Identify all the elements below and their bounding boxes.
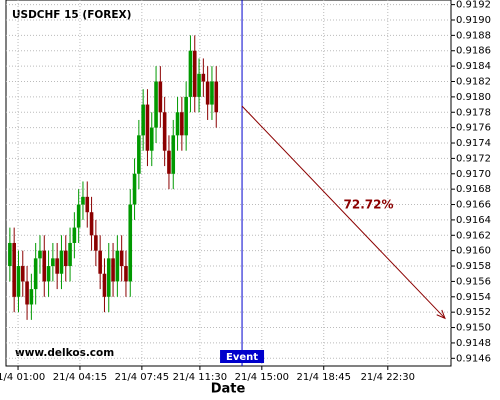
y-tick-label: 0.9172 — [456, 153, 491, 164]
candle-body — [51, 258, 55, 267]
forecast-arrow — [241, 105, 446, 319]
x-axis-label: Date — [211, 382, 246, 397]
y-tick-label: 0.9148 — [456, 338, 491, 349]
y-tick-label: 0.9182 — [456, 77, 491, 88]
y-tick-label: 0.9160 — [456, 246, 491, 257]
y-tick-label: 0.9166 — [456, 200, 491, 211]
candle-body — [192, 50, 197, 97]
candle-body — [76, 204, 81, 228]
chart-title: USDCHF 15 (FOREX) — [12, 9, 131, 21]
y-tick-label: 0.9188 — [456, 30, 491, 41]
y-tick-label: 0.9154 — [456, 292, 491, 303]
candle-body — [149, 127, 154, 151]
candle-body — [29, 289, 34, 305]
candle-body — [184, 96, 188, 136]
candle-body — [25, 281, 29, 305]
y-tick-label: 0.9146 — [456, 353, 491, 364]
y-tick-label: 0.9184 — [456, 61, 491, 72]
y-tick-label: 0.9180 — [456, 92, 491, 103]
candle-body — [115, 250, 120, 282]
candle-body — [55, 258, 59, 274]
y-tick-label: 0.9174 — [456, 138, 491, 149]
y-tick-label: 0.9178 — [456, 107, 491, 118]
x-tick-label: 21/4 18:45 — [297, 372, 351, 383]
y-tick-label: 0.9176 — [456, 123, 491, 134]
y-tick-label: 0.9190 — [456, 15, 491, 26]
candle-body — [68, 242, 72, 267]
candle-body — [16, 266, 21, 297]
y-tick-label: 0.9162 — [456, 230, 491, 241]
candle-body — [167, 150, 171, 174]
candle-body — [175, 112, 180, 136]
y-tick-label: 0.9186 — [456, 46, 491, 57]
candle-body — [214, 81, 219, 113]
candle-body — [124, 266, 128, 282]
candle-body — [141, 104, 145, 136]
candle-body — [128, 204, 133, 282]
x-tick-label: 21/4 15:00 — [235, 372, 289, 383]
candle-body — [85, 196, 90, 213]
plot-frame — [5, 0, 452, 367]
candle-body — [210, 81, 214, 105]
candle-body — [94, 235, 98, 251]
watermark: www.delkos.com — [15, 347, 114, 359]
candle-body — [137, 135, 141, 174]
candle-body — [12, 242, 16, 297]
candle-body — [38, 250, 42, 259]
candle-body — [162, 112, 167, 151]
candle-body — [8, 242, 12, 267]
x-tick-label: 21/4 01:00 — [0, 372, 45, 383]
candle-body — [89, 212, 94, 236]
y-tick-label: 0.9158 — [456, 261, 491, 272]
candle-body — [188, 50, 193, 97]
candle-body — [20, 266, 25, 282]
candle-body — [106, 258, 111, 297]
candle-body — [145, 104, 150, 151]
forecast-label: 72.72% — [344, 198, 394, 212]
candle-body — [42, 250, 47, 282]
y-tick-label: 0.9156 — [456, 276, 491, 287]
candle-body — [132, 173, 137, 205]
candle-body — [180, 112, 184, 136]
x-tick-label: 21/4 22:30 — [361, 372, 415, 383]
y-tick-label: 0.9168 — [456, 184, 491, 195]
candle-body — [72, 227, 77, 243]
candle-body — [63, 250, 68, 267]
candle-body — [119, 250, 124, 267]
y-tick-label: 0.9164 — [456, 215, 491, 226]
candle-body — [158, 81, 163, 113]
candle-body — [201, 73, 206, 82]
candle-body — [98, 250, 102, 274]
y-tick-label: 0.9192 — [456, 0, 491, 11]
candle-body — [33, 258, 38, 290]
candle-body — [197, 73, 201, 97]
candle-body — [171, 135, 176, 174]
candle-body — [102, 273, 107, 297]
candle-body — [205, 81, 210, 105]
y-tick-label: 0.9152 — [456, 307, 491, 318]
x-tick-label: 21/4 11:30 — [173, 372, 227, 383]
candle-body — [59, 250, 64, 274]
x-tick-label: 21/4 07:45 — [115, 372, 169, 383]
candle-body — [154, 81, 158, 128]
arrow-head — [436, 309, 446, 320]
y-tick-label: 0.9170 — [456, 169, 491, 180]
candle-body — [46, 266, 51, 282]
candle-body — [111, 258, 115, 282]
event-box — [220, 350, 265, 363]
x-tick-label: 21/4 04:15 — [53, 372, 107, 383]
y-tick-label: 0.9150 — [456, 323, 491, 334]
candle-body — [81, 196, 85, 205]
event-label: Event — [226, 352, 258, 363]
